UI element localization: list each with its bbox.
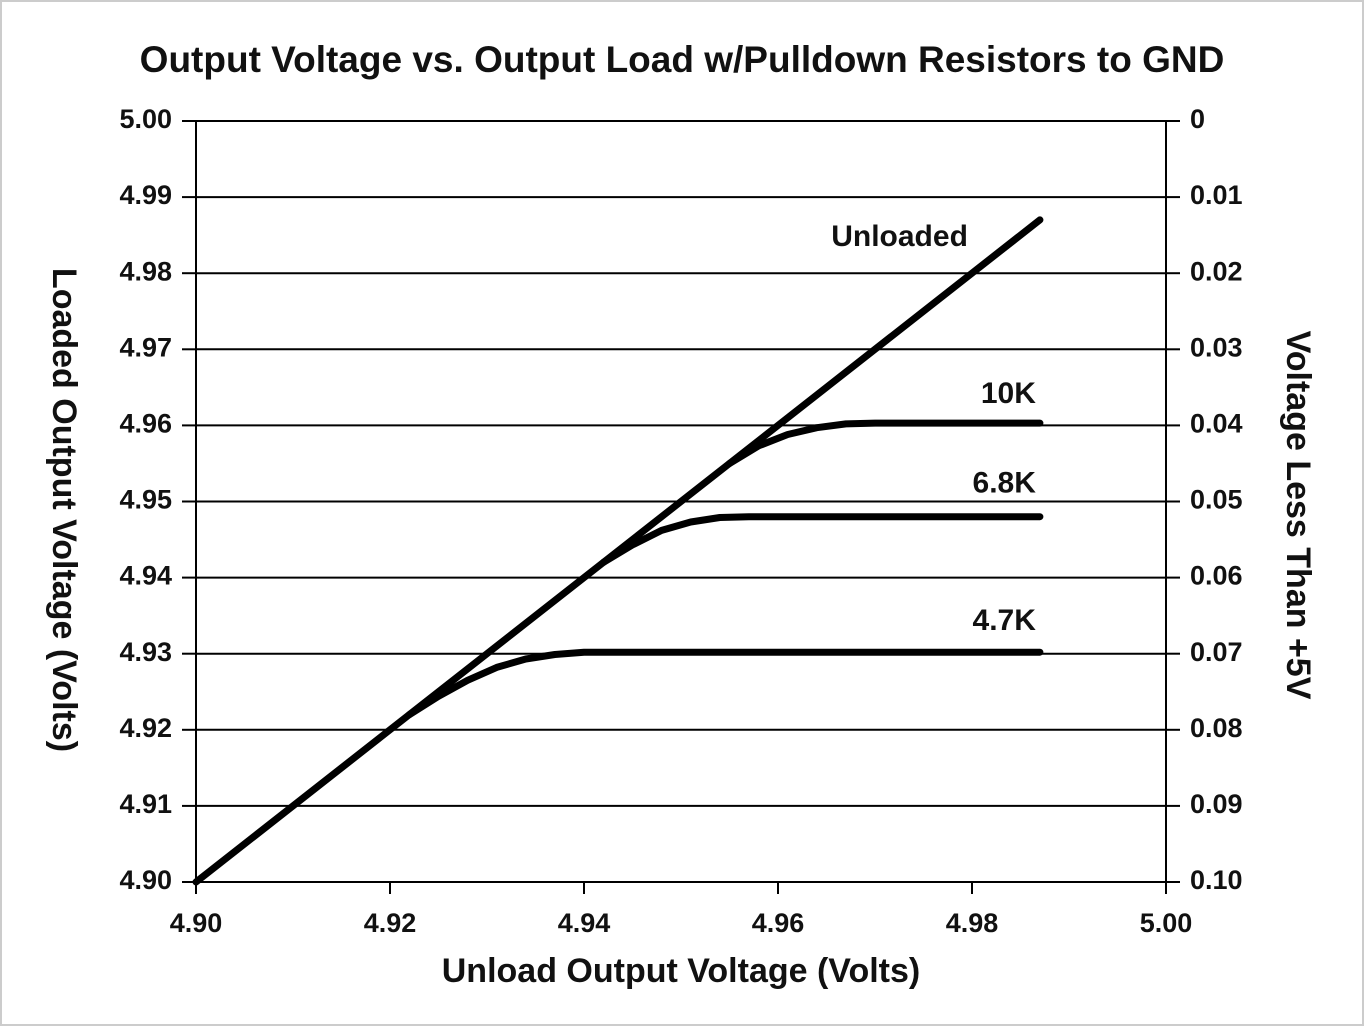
- y2-axis-title: Voltage Less Than +5V: [1279, 331, 1317, 700]
- y2-tick-label: 0.04: [1190, 409, 1243, 439]
- y2-tick-label: 0.02: [1190, 256, 1243, 286]
- y-tick-label: 4.92: [119, 713, 172, 743]
- y2-tick-label: 0.06: [1190, 561, 1243, 591]
- y-tick-label: 4.96: [119, 409, 172, 439]
- series-line: [599, 513, 1044, 566]
- y2-tick-label: 0.01: [1190, 180, 1243, 210]
- y2-tick-label: 0.10: [1190, 865, 1243, 895]
- series-line: [726, 419, 1044, 467]
- series-label: 6.8K: [973, 467, 1037, 500]
- y2-tick-label: 0.05: [1190, 485, 1243, 515]
- y-tick-label: 4.90: [119, 865, 172, 895]
- series-line: [405, 648, 1044, 719]
- y-tick-label: 4.95: [119, 485, 172, 515]
- y2-tick-label: 0.03: [1190, 332, 1243, 362]
- x-tick-label: 4.98: [946, 908, 999, 938]
- y-tick-label: 4.99: [119, 180, 172, 210]
- y-tick-label: 4.94: [119, 561, 172, 591]
- y-tick-label: 5.00: [119, 104, 172, 134]
- y2-tick-label: 0: [1190, 104, 1205, 134]
- x-tick-label: 5.00: [1140, 908, 1193, 938]
- y2-tick-label: 0.07: [1190, 637, 1243, 667]
- y-tick-label: 4.91: [119, 789, 172, 819]
- x-tick-label: 4.90: [170, 908, 223, 938]
- y-tick-label: 4.97: [119, 332, 172, 362]
- series-label: Unloaded: [831, 220, 968, 253]
- x-tick-label: 4.94: [558, 908, 611, 938]
- x-axis-title: Unload Output Voltage (Volts): [442, 952, 920, 990]
- y-tick-label: 4.98: [119, 256, 172, 286]
- y2-tick-label: 0.08: [1190, 713, 1243, 743]
- y2-tick-label: 0.09: [1190, 789, 1243, 819]
- series-label: 4.7K: [973, 604, 1037, 637]
- x-tick-label: 4.92: [364, 908, 417, 938]
- x-tick-label: 4.96: [752, 908, 805, 938]
- series-label: 10K: [981, 377, 1036, 410]
- chart-title: Output Voltage vs. Output Load w/Pulldow…: [140, 39, 1225, 80]
- y-tick-label: 4.93: [119, 637, 172, 667]
- y-axis-title: Loaded Output Voltage (Volts): [45, 268, 83, 752]
